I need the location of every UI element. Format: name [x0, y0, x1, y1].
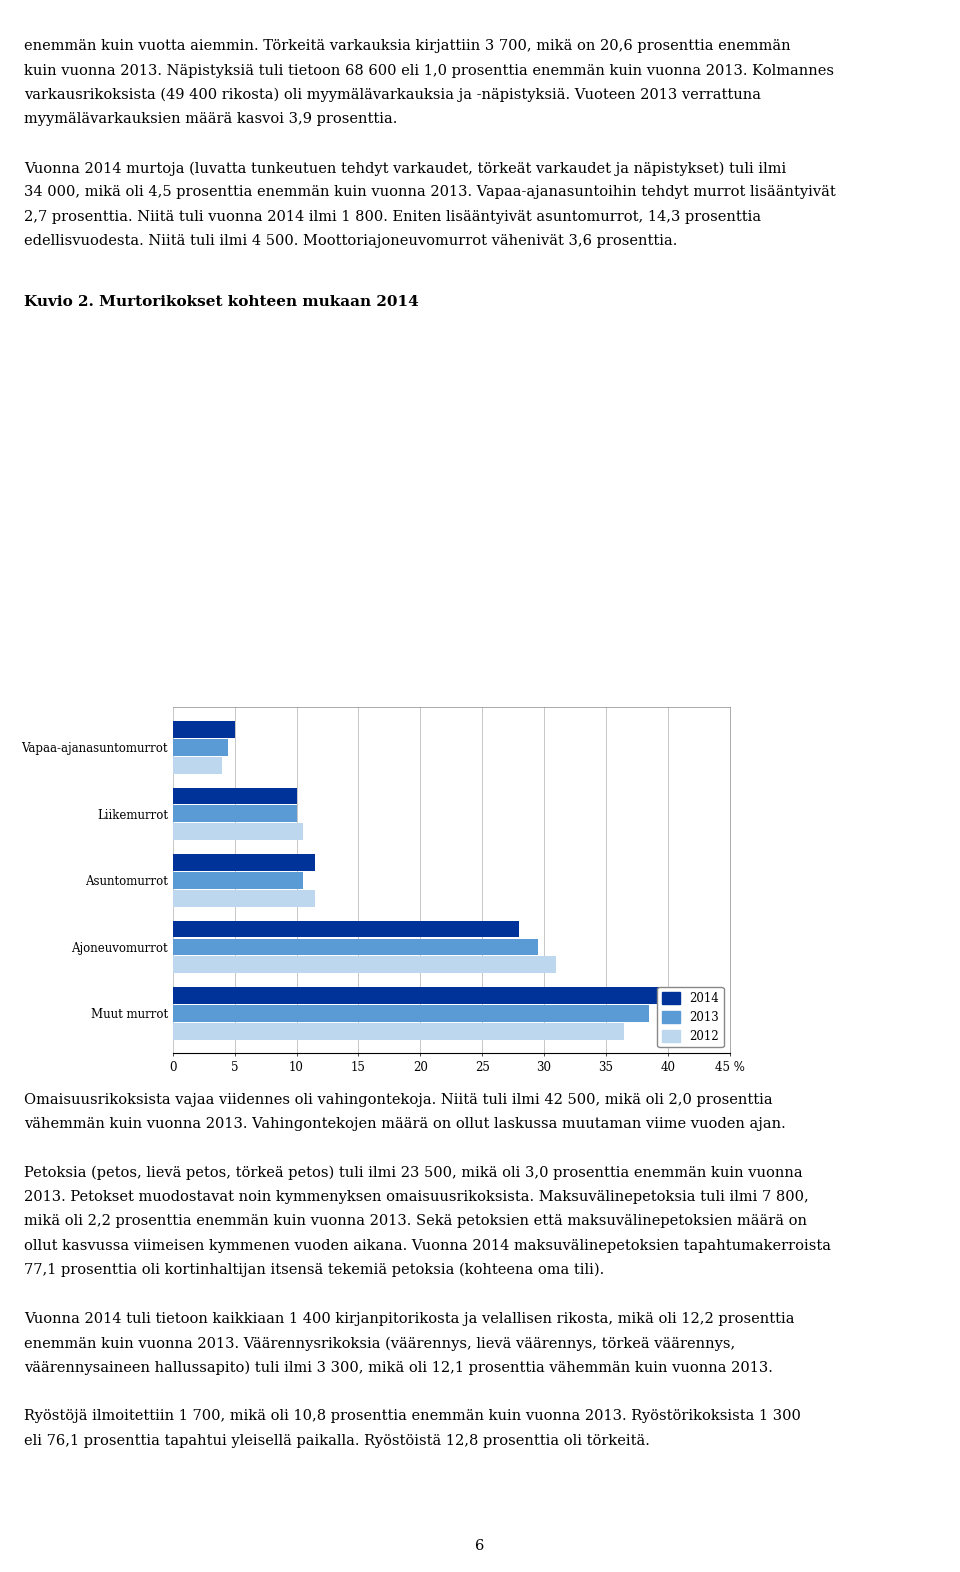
Bar — [173, 854, 315, 871]
Text: Kuvio 2. Murtorikokset kohteen mukaan 2014: Kuvio 2. Murtorikokset kohteen mukaan 20… — [24, 296, 419, 310]
Text: varkausrikoksista (49 400 rikosta) oli myymälävarkauksia ja -näpistyksiä. Vuotee: varkausrikoksista (49 400 rikosta) oli m… — [24, 88, 761, 102]
Bar — [173, 1005, 649, 1022]
Text: Vuonna 2014 murtoja (luvatta tunkeutuen tehdyt varkaudet, törkeät varkaudet ja n: Vuonna 2014 murtoja (luvatta tunkeutuen … — [24, 162, 786, 176]
Bar — [173, 890, 315, 907]
Bar — [173, 722, 234, 737]
Bar — [173, 788, 297, 805]
Text: kuin vuonna 2013. Näpistyksiä tuli tietoon 68 600 eli 1,0 prosenttia enemmän kui: kuin vuonna 2013. Näpistyksiä tuli tieto… — [24, 63, 834, 77]
Text: myymälävarkauksien määrä kasvoi 3,9 prosenttia.: myymälävarkauksien määrä kasvoi 3,9 pros… — [24, 112, 397, 126]
Text: 6: 6 — [475, 1539, 485, 1553]
Text: eli 76,1 prosenttia tapahtui yleisellä paikalla. Ryöstöistä 12,8 prosenttia oli : eli 76,1 prosenttia tapahtui yleisellä p… — [24, 1434, 650, 1448]
Bar — [173, 956, 557, 973]
Text: Ryöstöjä ilmoitettiin 1 700, mikä oli 10,8 prosenttia enemmän kuin vuonna 2013. : Ryöstöjä ilmoitettiin 1 700, mikä oli 10… — [24, 1409, 801, 1423]
Text: Petoksia (petos, lievä petos, törkeä petos) tuli ilmi 23 500, mikä oli 3,0 prose: Petoksia (petos, lievä petos, törkeä pet… — [24, 1166, 803, 1181]
Text: mikä oli 2,2 prosenttia enemmän kuin vuonna 2013. Sekä petoksien että maksuvälin: mikä oli 2,2 prosenttia enemmän kuin vuo… — [24, 1214, 807, 1228]
Text: vähemmän kuin vuonna 2013. Vahingontekojen määrä on ollut laskussa muutaman viim: vähemmän kuin vuonna 2013. Vahingontekoj… — [24, 1116, 785, 1130]
Text: Vuonna 2014 tuli tietoon kaikkiaan 1 400 kirjanpitorikosta ja velallisen rikosta: Vuonna 2014 tuli tietoon kaikkiaan 1 400… — [24, 1311, 795, 1325]
Bar — [173, 938, 538, 956]
Text: ollut kasvussa viimeisen kymmenen vuoden aikana. Vuonna 2014 maksuvälinepetoksie: ollut kasvussa viimeisen kymmenen vuoden… — [24, 1239, 831, 1253]
Legend: 2014, 2013, 2012: 2014, 2013, 2012 — [658, 987, 724, 1047]
Bar — [173, 758, 223, 773]
Bar — [173, 739, 228, 756]
Text: Omaisuusrikoksista vajaa viidennes oli vahingontekoja. Niitä tuli ilmi 42 500, m: Omaisuusrikoksista vajaa viidennes oli v… — [24, 1093, 773, 1107]
Text: enemmän kuin vuonna 2013. Väärennysrikoksia (väärennys, lievä väärennys, törkeä : enemmän kuin vuonna 2013. Väärennysrikok… — [24, 1336, 735, 1350]
Bar — [173, 824, 302, 839]
Text: enemmän kuin vuotta aiemmin. Törkeitä varkauksia kirjattiin 3 700, mikä on 20,6 : enemmän kuin vuotta aiemmin. Törkeitä va… — [24, 39, 791, 53]
Text: 2013. Petokset muodostavat noin kymmenyksen omaisuusrikoksista. Maksuvälinepetok: 2013. Petokset muodostavat noin kymmenyk… — [24, 1190, 808, 1204]
Bar — [173, 872, 302, 888]
Text: 77,1 prosenttia oli kortinhaltijan itsensä tekemiä petoksia (kohteena oma tili).: 77,1 prosenttia oli kortinhaltijan itsen… — [24, 1264, 604, 1278]
Bar — [173, 921, 519, 937]
Bar — [173, 805, 297, 822]
Bar — [173, 1023, 624, 1039]
Text: 2,7 prosenttia. Niitä tuli vuonna 2014 ilmi 1 800. Eniten lisääntyivät asuntomur: 2,7 prosenttia. Niitä tuli vuonna 2014 i… — [24, 209, 761, 223]
Text: 34 000, mikä oli 4,5 prosenttia enemmän kuin vuonna 2013. Vapaa-ajanasuntoihin t: 34 000, mikä oli 4,5 prosenttia enemmän … — [24, 185, 836, 200]
Bar — [173, 987, 674, 1003]
Text: edellisvuodesta. Niitä tuli ilmi 4 500. Moottoriajoneuvomurrot vähenivät 3,6 pro: edellisvuodesta. Niitä tuli ilmi 4 500. … — [24, 234, 678, 248]
Text: väärennysaineen hallussapito) tuli ilmi 3 300, mikä oli 12,1 prosenttia vähemmän: väärennysaineen hallussapito) tuli ilmi … — [24, 1360, 773, 1376]
